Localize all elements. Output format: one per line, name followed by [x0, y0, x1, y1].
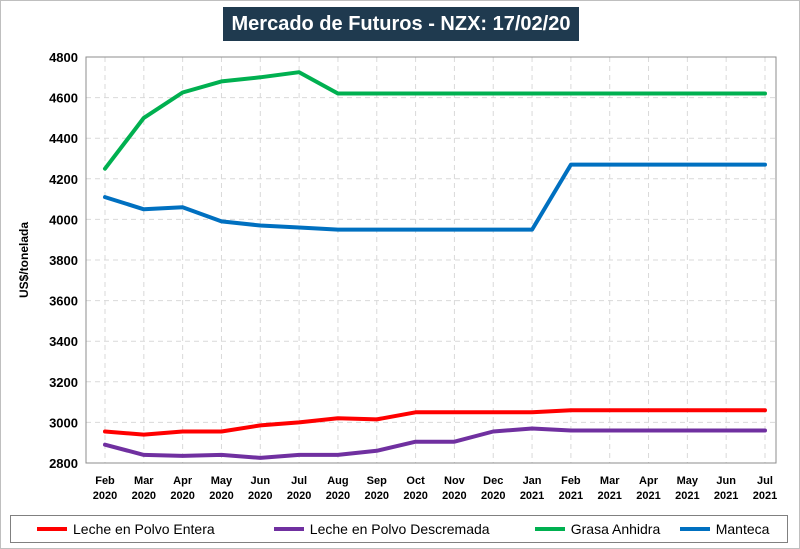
x-tick-year: 2021: [714, 490, 738, 502]
y-axis-label: US$/tonelada: [17, 222, 31, 298]
x-tick-month: Apr: [639, 475, 659, 487]
x-tick-year: 2021: [675, 490, 699, 502]
legend-item: Leche en Polvo Entera: [11, 521, 274, 537]
x-tick-month: May: [211, 475, 233, 487]
legend-swatch: [37, 527, 67, 531]
legend-swatch: [679, 527, 710, 531]
chart-legend: Leche en Polvo Entera Leche en Polvo Desc…: [10, 515, 788, 543]
legend-swatch: [273, 527, 304, 531]
x-tick-month: Nov: [444, 475, 466, 487]
y-tick-label: 3600: [49, 294, 78, 309]
x-tick-year: 2020: [248, 490, 272, 502]
y-tick-label: 3800: [49, 253, 78, 268]
y-tick-label: 4600: [49, 91, 78, 106]
legend-item: Manteca: [679, 521, 787, 537]
x-tick-year: 2021: [520, 490, 544, 502]
x-tick-year: 2020: [93, 490, 117, 502]
x-tick-year: 2020: [481, 490, 505, 502]
series-line-0: [103, 408, 767, 437]
y-tick-label: 3400: [49, 334, 78, 349]
x-tick-year: 2020: [403, 490, 427, 502]
x-tick-year: 2020: [287, 490, 311, 502]
x-tick-month: Jan: [523, 475, 542, 487]
x-tick-year: 2020: [442, 490, 466, 502]
y-tick-label: 4400: [49, 131, 78, 146]
x-tick-month: Jun: [251, 475, 271, 487]
legend-item: Leche en Polvo Descremada: [273, 521, 535, 537]
chart-title: Mercado de Futuros - NZX: 17/02/20: [223, 7, 579, 41]
x-tick-year: 2021: [559, 490, 583, 502]
x-tick-month: Jul: [291, 475, 307, 487]
series-line-1: [103, 426, 767, 460]
x-tick-year: 2020: [209, 490, 233, 502]
y-tick-label: 3000: [49, 415, 78, 430]
series-lines: [103, 70, 767, 460]
x-tick-month: Feb: [561, 475, 581, 487]
legend-item: Grasa Anhidra: [534, 521, 680, 537]
grid-layer: [86, 57, 776, 463]
x-tick-year: 2020: [365, 490, 389, 502]
x-tick-month: Jul: [757, 475, 773, 487]
legend-label: Grasa Anhidra: [570, 521, 661, 537]
y-tick-label: 4000: [49, 212, 78, 227]
y-tick-label: 4200: [49, 172, 78, 187]
series-line-2: [103, 70, 767, 171]
legend-label: Leche en Polvo Entera: [73, 521, 215, 537]
legend-label: Manteca: [715, 521, 770, 537]
x-tick-month: Apr: [173, 475, 193, 487]
x-tick-labels: Feb 2020 Mar 2020 Apr 2020 May 2020 Jun 2020 Jul 20…: [93, 475, 777, 502]
x-tick-month: Sep: [367, 475, 387, 487]
x-tick-year: 2021: [753, 490, 777, 502]
x-tick-month: Aug: [327, 475, 348, 487]
y-tick-label: 4800: [49, 50, 78, 65]
x-tick-year: 2020: [132, 490, 156, 502]
x-tick-month: Feb: [95, 475, 115, 487]
x-tick-month: Mar: [600, 475, 620, 487]
legend-swatch: [534, 527, 565, 531]
y-tick-labels: 2800 3000 3200 3400 3600 3800 4000 4200 4400 4600…: [49, 50, 78, 471]
x-tick-month: Mar: [134, 475, 154, 487]
y-tick-label: 2800: [49, 456, 78, 471]
x-tick-year: 2021: [636, 490, 660, 502]
series-line-3: [103, 162, 767, 232]
x-tick-year: 2020: [170, 490, 194, 502]
plot-area-border: [85, 56, 777, 464]
x-tick-month: May: [677, 475, 699, 487]
legend-label: Leche en Polvo Descremada: [309, 521, 490, 537]
x-tick-year: 2020: [326, 490, 350, 502]
x-tick-month: Oct: [406, 475, 425, 487]
y-tick-label: 3200: [49, 375, 78, 390]
x-tick-month: Jun: [716, 475, 736, 487]
x-tick-year: 2021: [597, 490, 621, 502]
x-tick-month: Dec: [483, 475, 503, 487]
